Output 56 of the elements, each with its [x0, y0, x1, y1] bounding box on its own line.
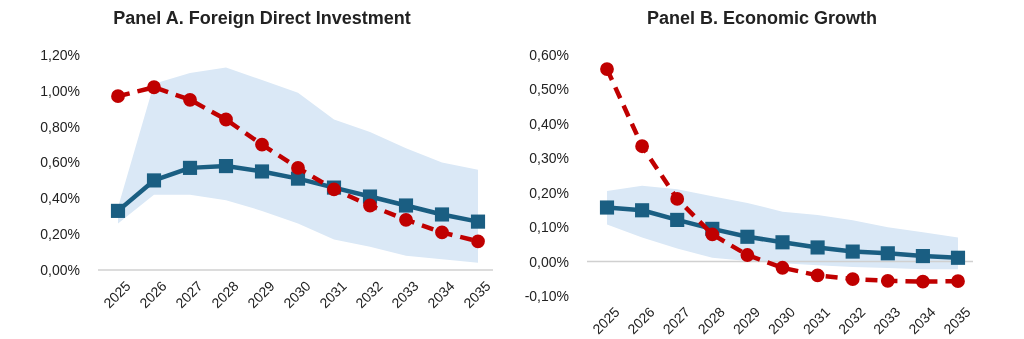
y-tick-label: 0,20%: [40, 226, 80, 243]
point: [255, 137, 269, 152]
point: [705, 227, 720, 242]
point: [951, 274, 965, 289]
point: [845, 272, 860, 287]
point: [880, 246, 895, 261]
point: [670, 192, 685, 206]
y-tick-label: 1,00%: [40, 82, 80, 99]
point: [398, 198, 414, 213]
y-tick-label: 0,10%: [529, 219, 569, 236]
point: [147, 80, 161, 95]
y-tick-label: 0,40%: [529, 115, 569, 132]
point: [182, 160, 198, 175]
y-tick-label: 0,20%: [529, 184, 569, 201]
point: [470, 214, 486, 229]
point: [363, 198, 377, 213]
chart-title: Panel A. Foreign Direct Investment: [113, 8, 411, 28]
point: [740, 248, 755, 262]
point: [111, 89, 125, 104]
point: [635, 139, 650, 154]
point: [218, 159, 234, 174]
point: [291, 160, 305, 175]
point: [775, 235, 790, 250]
point: [775, 260, 790, 275]
y-tick-label: 0,60%: [529, 46, 569, 63]
point: [635, 203, 650, 218]
chart-title: Panel B. Economic Growth: [646, 8, 878, 28]
point: [399, 212, 413, 227]
point: [183, 92, 197, 107]
point: [435, 225, 449, 240]
point: [880, 273, 895, 288]
point: [915, 248, 930, 264]
point: [434, 207, 450, 222]
point: [599, 200, 615, 215]
point: [915, 274, 930, 289]
y-tick-label: 0,80%: [40, 118, 80, 135]
y-tick-label: 1,20%: [40, 46, 80, 63]
point: [219, 112, 233, 127]
point: [146, 173, 162, 188]
point: [110, 203, 126, 218]
y-tick-label: 0,60%: [40, 154, 80, 171]
point: [950, 250, 966, 265]
point: [600, 62, 614, 77]
point: [254, 164, 270, 179]
y-tick-label: 0,00%: [40, 261, 80, 278]
y-tick-label: 0,50%: [529, 81, 569, 98]
point: [845, 244, 860, 259]
y-tick-label: 0,40%: [40, 190, 80, 207]
point: [810, 268, 825, 283]
point: [471, 234, 485, 249]
point: [740, 229, 755, 244]
point: [670, 212, 685, 227]
point: [810, 240, 825, 255]
y-tick-label: 0,30%: [529, 150, 569, 167]
y-tick-label: 0,00%: [529, 253, 569, 270]
y-tick-label: -0,10%: [524, 287, 569, 304]
